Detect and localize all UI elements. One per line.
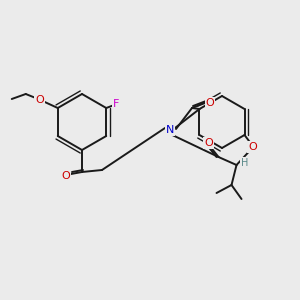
Text: O: O: [206, 98, 214, 108]
Text: F: F: [113, 99, 119, 109]
Text: O: O: [61, 171, 70, 181]
Text: O: O: [248, 142, 257, 152]
Text: H: H: [241, 158, 248, 168]
Text: O: O: [35, 95, 44, 105]
Text: N: N: [166, 125, 174, 135]
Text: O: O: [204, 138, 213, 148]
